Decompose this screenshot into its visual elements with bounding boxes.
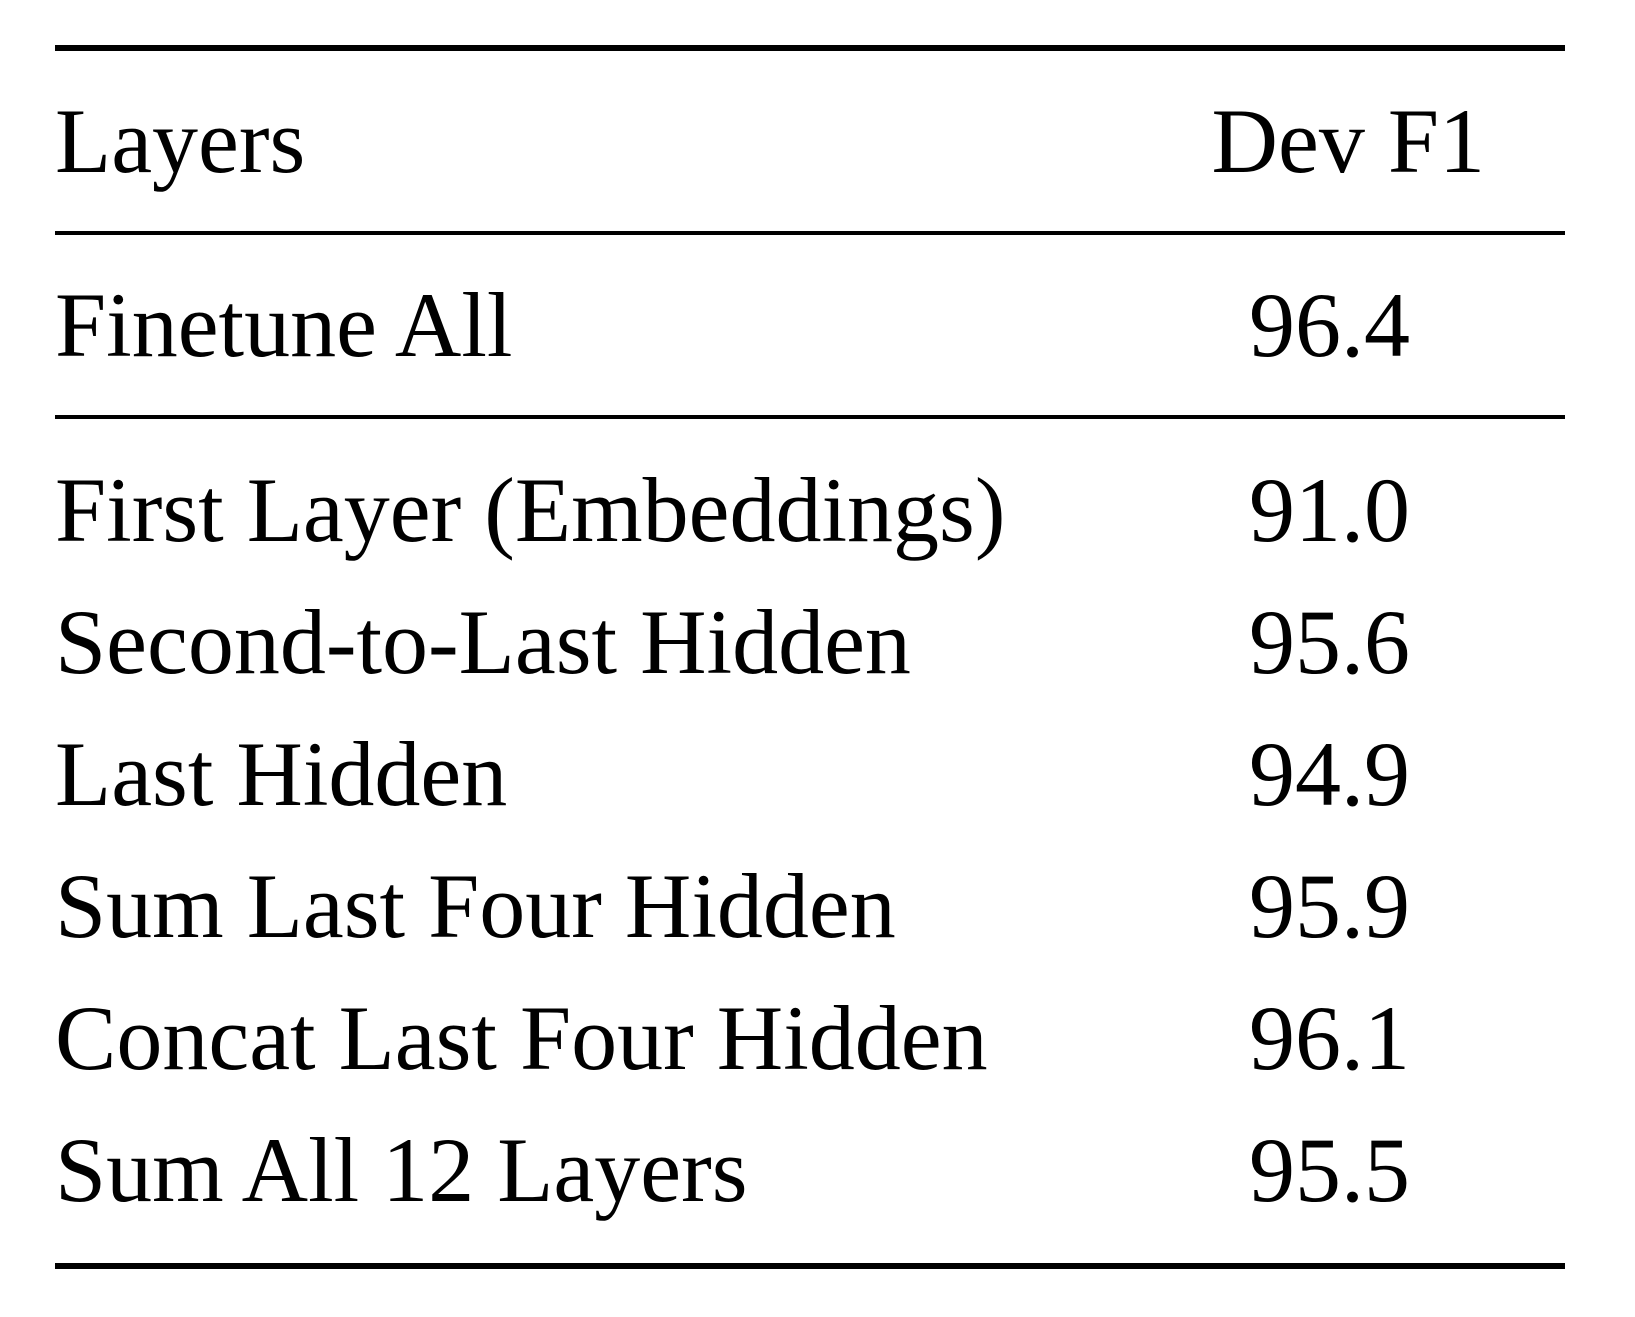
table-row: Sum All 12 Layers 95.5 — [55, 1105, 1565, 1237]
table-row: First Layer (Embeddings) 91.0 — [55, 445, 1565, 577]
header-layers: Layers — [55, 90, 306, 192]
row-label: First Layer (Embeddings) — [55, 459, 1006, 561]
feature-rows: First Layer (Embeddings) 91.0 Second-to-… — [55, 419, 1565, 1263]
row-value: 95.9 — [1249, 855, 1410, 957]
row-value: 91.0 — [1249, 459, 1410, 561]
row-value: 95.5 — [1249, 1119, 1410, 1221]
row-label: Second-to-Last Hidden — [55, 591, 911, 693]
row-label: Finetune All — [55, 274, 513, 376]
row-value: 95.6 — [1249, 591, 1410, 693]
row-label: Sum Last Four Hidden — [55, 855, 896, 957]
results-table: Layers Dev F1 Finetune All 96.4 First La… — [55, 45, 1565, 1269]
table-row: Concat Last Four Hidden 96.1 — [55, 973, 1565, 1105]
header-row: Layers Dev F1 — [55, 51, 1565, 231]
bottom-rule — [55, 1263, 1565, 1269]
row-label: Last Hidden — [55, 723, 508, 825]
top-rule — [55, 45, 1565, 51]
table-row-finetune: Finetune All 96.4 — [55, 235, 1565, 415]
table-row: Sum Last Four Hidden 95.9 — [55, 841, 1565, 973]
header-rule — [55, 231, 1565, 235]
row-label: Concat Last Four Hidden — [55, 987, 988, 1089]
row-label: Sum All 12 Layers — [55, 1119, 748, 1221]
section-rule — [55, 415, 1565, 419]
row-value: 94.9 — [1249, 723, 1410, 825]
row-value: 96.4 — [1249, 274, 1410, 376]
table-row: Second-to-Last Hidden 95.6 — [55, 577, 1565, 709]
table-row: Last Hidden 94.9 — [55, 709, 1565, 841]
header-dev-f1: Dev F1 — [1211, 90, 1485, 192]
row-value: 96.1 — [1249, 987, 1410, 1089]
